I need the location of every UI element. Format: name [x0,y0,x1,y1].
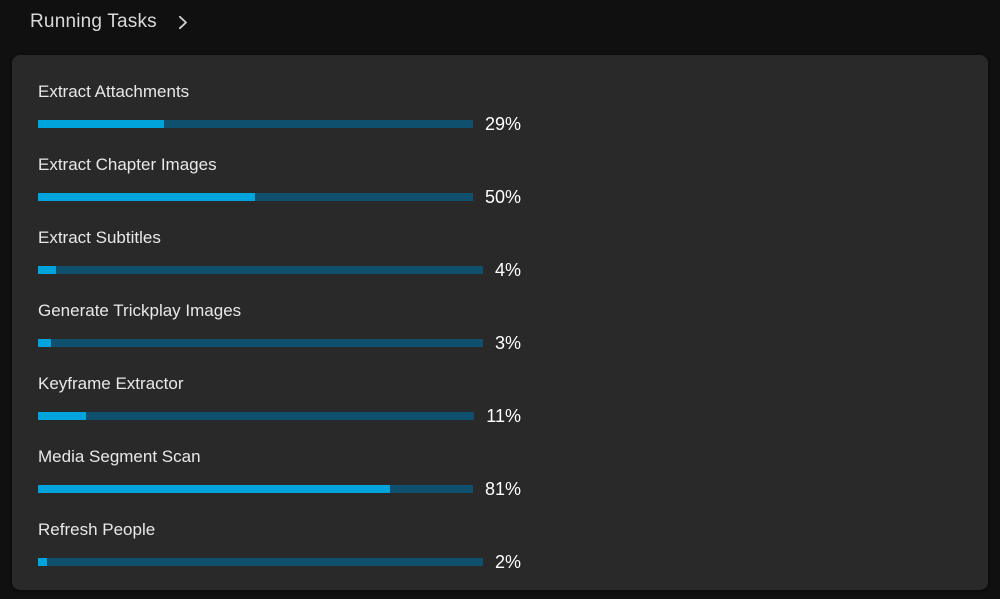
progress-bar-track [38,266,483,274]
progress-bar-fill [38,193,256,201]
task-percent: 50% [484,187,521,207]
task-progress-row: 4% [38,258,521,282]
task-progress-row: 29% [38,112,521,136]
task-row: Keyframe Extractor 11% [38,373,521,428]
task-name: Keyframe Extractor [38,374,184,393]
progress-bar-track [38,485,473,493]
task-name: Refresh People [38,520,156,539]
task-percent: 4% [494,260,521,280]
task-name: Extract Subtitles [38,228,161,247]
running-tasks-header-link[interactable]: Running Tasks [0,0,1000,44]
task-progress-row: 11% [38,404,521,428]
task-row: Media Segment Scan 81% [38,446,521,501]
task-row: Extract Chapter Images 50% [38,154,521,209]
task-progress-row: 3% [38,331,521,355]
task-percent: 11% [486,406,521,426]
section-title: Running Tasks [30,11,157,32]
task-percent: 3% [494,333,521,353]
task-percent: 81% [484,479,521,499]
task-row: Generate Trickplay Images 3% [38,300,521,355]
task-progress-row: 81% [38,477,521,501]
task-name: Extract Chapter Images [38,155,217,174]
progress-bar-fill [38,412,86,420]
progress-bar-track [38,558,483,566]
task-name: Media Segment Scan [38,447,201,466]
progress-bar-fill [38,266,56,274]
running-tasks-card: Extract Attachments 29% Extract Chapter … [12,55,988,590]
progress-bar-track [38,412,475,420]
progress-bar-fill [38,120,165,128]
task-row: Extract Attachments 29% [38,81,521,136]
progress-bar-track [38,193,473,201]
task-progress-row: 50% [38,185,521,209]
progress-bar-fill [38,339,52,347]
task-name: Extract Attachments [38,82,190,101]
task-percent: 2% [494,552,521,572]
task-row: Refresh People 2% [38,519,521,574]
task-row: Extract Subtitles 4% [38,227,521,282]
chevron-right-icon[interactable] [172,12,193,33]
task-percent: 29% [484,114,521,134]
progress-bar-fill [38,485,391,493]
progress-bar-track [38,120,473,128]
task-name: Generate Trickplay Images [38,301,242,320]
progress-bar-fill [38,558,47,566]
progress-bar-track [38,339,483,347]
task-progress-row: 2% [38,550,521,574]
